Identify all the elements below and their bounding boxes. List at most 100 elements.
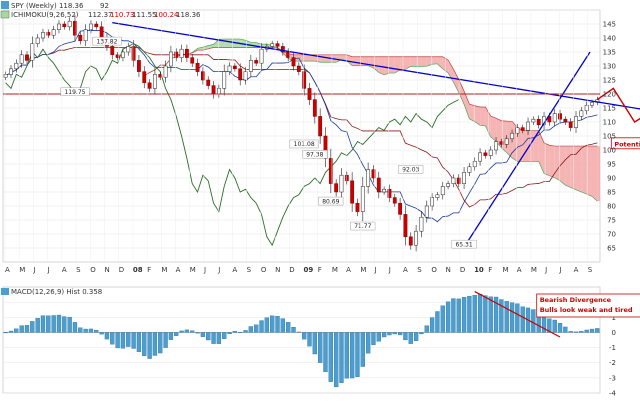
candle-down xyxy=(302,71,307,89)
candle-up xyxy=(163,65,168,78)
candle-up xyxy=(467,166,472,173)
x-tick-label: M xyxy=(531,266,537,274)
price-annotation-box xyxy=(289,139,319,149)
price-annotation-box xyxy=(60,87,90,96)
candle-up xyxy=(382,188,387,193)
macd-hist-bar xyxy=(387,332,392,336)
macd-hist-bar xyxy=(147,332,152,359)
macd-hist-bar xyxy=(440,305,445,333)
candle-down xyxy=(563,118,568,123)
candle-up xyxy=(414,230,419,246)
cloud-bear-segment xyxy=(453,69,459,93)
macd-hist-bar xyxy=(40,315,46,333)
candle-up xyxy=(531,118,536,123)
senkou-span-a-line xyxy=(144,38,598,202)
x-tick-label: A xyxy=(176,266,181,274)
candle-up xyxy=(526,121,530,131)
macd-hist-bar xyxy=(115,332,120,349)
macd-hist-bar xyxy=(573,331,579,333)
y-tick-label: 100 xyxy=(603,147,616,155)
candle-down xyxy=(334,183,339,193)
macd-hist-bar xyxy=(232,330,238,333)
x-tick-label: F xyxy=(147,266,151,274)
y-tick-label: 85 xyxy=(607,189,616,197)
ichimoku-value: 112.37 xyxy=(88,11,113,19)
macd-hist-bar xyxy=(126,332,131,347)
cloud-bear-segment xyxy=(416,56,422,67)
candle-up xyxy=(227,65,232,72)
candle-down xyxy=(536,118,541,126)
macd-hist-bar xyxy=(477,293,483,333)
cloud-bear-segment xyxy=(405,56,411,70)
candle-down xyxy=(387,188,392,198)
macd-hist-bar xyxy=(563,326,568,333)
price-annotation-label: 137.82 xyxy=(96,38,117,45)
macd-hist-bar xyxy=(531,309,536,333)
candle-down xyxy=(94,23,99,28)
bearish-divergence-line xyxy=(474,291,561,338)
cloud-bull-segment xyxy=(240,39,246,48)
x-tick-label: S xyxy=(76,266,81,274)
macd-hist-bar xyxy=(35,318,40,333)
y-tick-label: 115 xyxy=(603,105,616,113)
x-tick-label: M xyxy=(503,266,509,274)
cloud-bear-segment xyxy=(474,105,481,126)
cloud-bear-segment xyxy=(517,127,523,162)
candle-down xyxy=(456,177,461,184)
candle-down xyxy=(115,54,120,58)
macd-hist-bar xyxy=(456,298,461,333)
macd-hist-bar xyxy=(328,332,333,382)
price-suffix: 92 xyxy=(100,2,109,10)
macd-hist-bar xyxy=(200,332,206,337)
macd-hist-bar xyxy=(552,319,557,333)
macd-hist-bar xyxy=(360,332,365,367)
x-tick-label: N xyxy=(275,266,280,274)
x-tick-label: M xyxy=(161,266,167,274)
candle-up xyxy=(504,138,509,145)
ichimoku-value: 118.36 xyxy=(176,11,201,19)
candle-up xyxy=(179,48,184,58)
macd-hist-bar xyxy=(381,332,387,338)
macd-hist-bar xyxy=(88,328,94,333)
macd-hist-bar xyxy=(584,329,589,333)
macd-hist-bar xyxy=(270,315,275,333)
macd-hist-bar xyxy=(323,332,328,373)
macd-hist-bar xyxy=(392,332,397,335)
macd-hist-bar xyxy=(152,332,158,356)
candle-down xyxy=(344,174,349,182)
header: SPY (Weekly) 118.36 92 ICHIMOKU(9,26,52) 11… xyxy=(0,1,201,19)
candle-up xyxy=(14,62,19,70)
macd-hist-bar xyxy=(275,316,280,333)
x-tick-label: F xyxy=(488,266,492,274)
macd-hist-bar xyxy=(46,315,51,333)
x-tick-label: J xyxy=(203,266,206,274)
x-tick-label: F xyxy=(318,266,322,274)
x-tick-label: J xyxy=(388,266,391,274)
macd-hist-bar xyxy=(291,327,296,333)
price-annotation-label: 65.31 xyxy=(455,241,472,248)
candle-up xyxy=(590,102,594,106)
macd-hist-bar xyxy=(493,296,499,333)
candle-down xyxy=(280,46,285,53)
downtrend-line xyxy=(112,21,640,110)
candle-down xyxy=(158,74,163,78)
y-tick-label: 95 xyxy=(607,161,616,169)
candle-up xyxy=(270,43,275,47)
price-annotation-label: 101.08 xyxy=(294,141,315,148)
price-grid xyxy=(2,9,601,263)
macd-hist-bar xyxy=(174,332,179,336)
macd-y-tick: 1 xyxy=(612,314,616,322)
candle-up xyxy=(30,43,35,61)
ichimoku-legend-icon xyxy=(0,10,10,19)
macd-y-tick: -4 xyxy=(609,390,617,398)
price-annotation-label: 80.69 xyxy=(322,198,339,205)
candle-down xyxy=(312,99,317,117)
x-tick-label: 09 xyxy=(304,266,314,274)
macd-y-tick: -2 xyxy=(609,359,616,367)
y-tick-label: 140 xyxy=(603,35,616,43)
macd-hist-bar xyxy=(589,328,595,333)
macd-hist-bar xyxy=(547,318,552,333)
candle-up xyxy=(360,186,365,212)
candle-up xyxy=(41,32,45,39)
macd-hist-bar xyxy=(408,332,413,344)
